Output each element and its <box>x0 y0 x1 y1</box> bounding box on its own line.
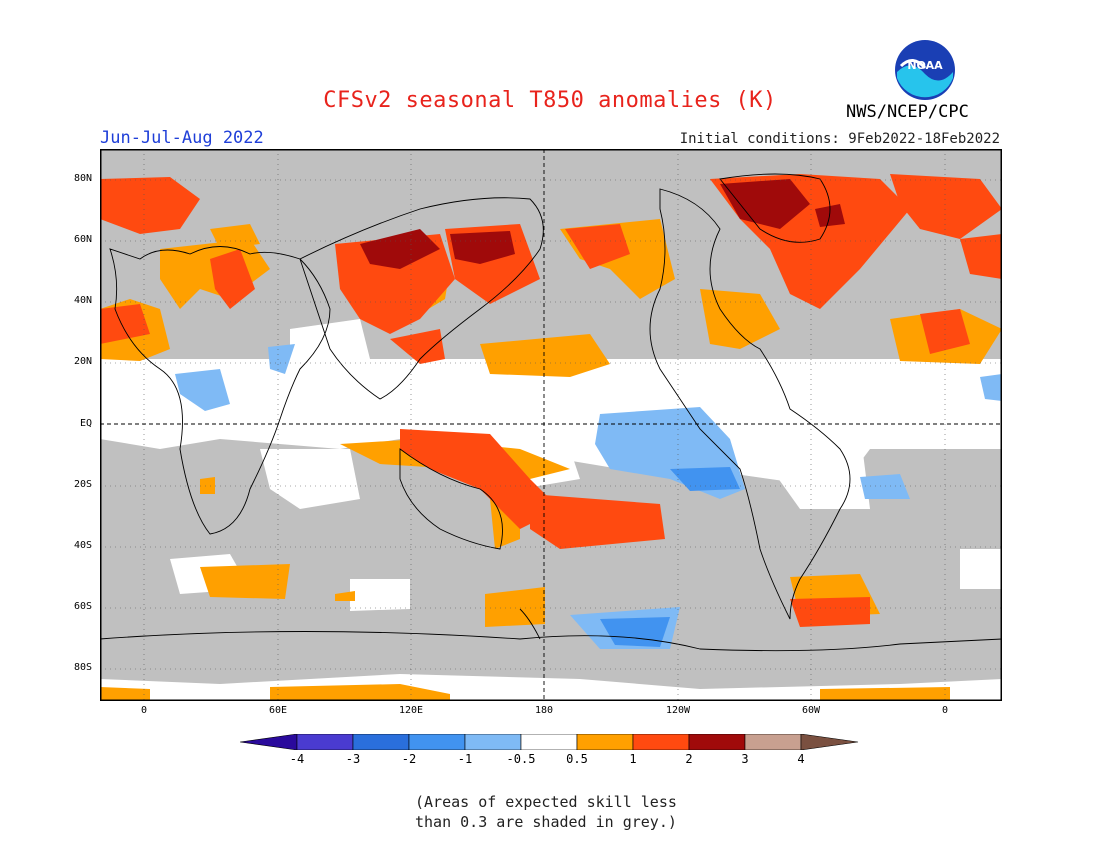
colorbar-label: -3 <box>345 752 361 766</box>
colorbar <box>240 734 859 750</box>
colorbar-label: 0.5 <box>566 752 588 766</box>
equator-dateline <box>100 149 1002 701</box>
lon-label-60w: 60W <box>801 705 821 716</box>
anomaly-map <box>100 149 1002 701</box>
lat-label-40s: 40S <box>73 540 92 551</box>
colorbar-label: 4 <box>797 752 805 766</box>
lat-label-80n: 80N <box>73 173 92 184</box>
skill-note: (Areas of expected skill less than 0.3 a… <box>0 792 1100 832</box>
lon-label-0-east: 0 <box>941 705 949 716</box>
colorbar-label: 1 <box>629 752 637 766</box>
noaa-logo: NOAA <box>893 38 957 102</box>
colorbar-label: -2 <box>401 752 417 766</box>
colorbar-segment <box>688 734 746 750</box>
skill-note-line: than 0.3 are shaded in grey.) <box>415 813 677 831</box>
colorbar-segment <box>464 734 522 750</box>
colorbar-arrow-high <box>800 734 859 750</box>
map-frame <box>100 149 1002 701</box>
colorbar-segment <box>632 734 690 750</box>
lat-label-eq: EQ <box>79 418 92 429</box>
colorbar-label: -4 <box>289 752 305 766</box>
colorbar-segment <box>576 734 634 750</box>
lon-label-180: 180 <box>534 705 554 716</box>
lat-label-20n: 20N <box>73 356 92 367</box>
colorbar-label: -0.5 <box>506 752 536 766</box>
lat-label-80s: 80S <box>73 662 92 673</box>
colorbar-label: 2 <box>685 752 693 766</box>
colorbar-segment <box>520 734 578 750</box>
coastlines <box>100 173 1002 652</box>
skill-note-line: (Areas of expected skill less <box>415 793 677 811</box>
agency-label: NWS/NCEP/CPC <box>846 102 969 122</box>
lat-label-60s: 60S <box>73 601 92 612</box>
season-label: Jun-Jul-Aug 2022 <box>100 128 264 148</box>
initial-conditions-label: Initial conditions: 9Feb2022-18Feb2022 <box>679 131 1000 147</box>
colorbar-segment <box>744 734 802 750</box>
lon-label-60e: 60E <box>268 705 288 716</box>
lon-label-120w: 120W <box>665 705 691 716</box>
lon-label-120e: 120E <box>398 705 424 716</box>
colorbar-arrow-low <box>240 734 298 750</box>
colorbar-segment <box>408 734 466 750</box>
colorbar-label: 3 <box>741 752 749 766</box>
map-title: CFSv2 seasonal T850 anomalies (K) <box>323 88 777 113</box>
logo-text: NOAA <box>907 59 943 72</box>
lat-label-20s: 20S <box>73 479 92 490</box>
lon-label-0-west: 0 <box>140 705 148 716</box>
graticule <box>100 149 1002 701</box>
lat-label-40n: 40N <box>73 295 92 306</box>
cold-anomaly-regions <box>175 344 1002 649</box>
colorbar-label: -1 <box>457 752 473 766</box>
colorbar-segment <box>296 734 354 750</box>
warm-darkred-regions <box>360 179 845 269</box>
lat-label-60n: 60N <box>73 234 92 245</box>
colorbar-segment <box>352 734 410 750</box>
